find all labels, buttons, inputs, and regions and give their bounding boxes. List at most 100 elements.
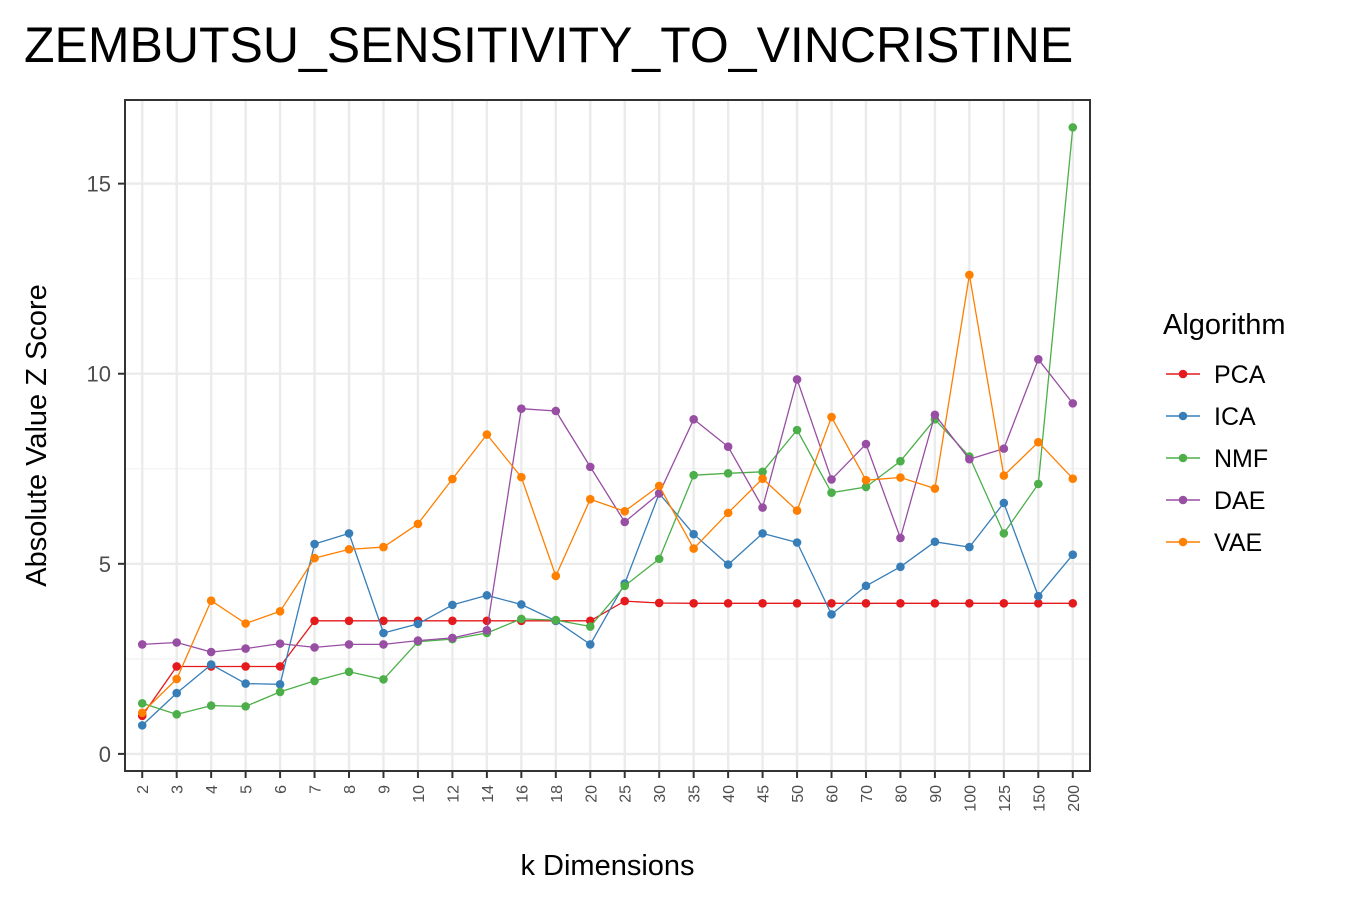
data-point-vae — [758, 474, 767, 483]
data-point-vae — [1034, 438, 1043, 447]
data-point-nmf — [655, 555, 664, 564]
x-tick-label: 80 — [893, 785, 910, 803]
data-point-vae — [862, 476, 871, 485]
data-point-nmf — [552, 616, 561, 625]
data-point-ica — [138, 721, 147, 730]
x-tick-label: 40 — [721, 785, 738, 803]
data-point-pca — [896, 599, 905, 608]
y-tick-label: 10 — [87, 362, 111, 387]
y-tick-label: 15 — [87, 172, 111, 197]
data-point-vae — [207, 596, 216, 605]
x-tick-label: 7 — [308, 785, 325, 794]
data-point-nmf — [241, 702, 250, 711]
legend-label-vae: VAE — [1214, 529, 1262, 557]
data-point-nmf — [207, 701, 216, 710]
x-axis: 2 3 4 5 6 7 8 9 10 12 14 16 18 20 25 30 35 40 45 50 60 70 80 90… — [135, 771, 1083, 812]
data-point-nmf — [689, 471, 698, 480]
data-point-vae — [724, 509, 733, 518]
data-point-vae — [414, 520, 423, 529]
x-tick-label: 8 — [342, 785, 359, 794]
data-point-dae — [862, 440, 871, 449]
grid-major — [125, 100, 1090, 771]
data-point-dae — [207, 648, 216, 657]
legend-label-pca: PCA — [1214, 361, 1266, 389]
data-point-vae — [1000, 471, 1009, 480]
data-point-dae — [620, 518, 629, 527]
data-point-vae — [552, 572, 561, 581]
legend: Algorithm PCAICANMFDAEVAE — [1163, 309, 1286, 557]
data-point-ica — [1000, 499, 1009, 508]
data-point-pca — [448, 617, 457, 626]
data-point-ica — [517, 600, 526, 609]
data-point-ica — [689, 530, 698, 539]
data-point-ica — [931, 537, 940, 546]
data-point-dae — [379, 640, 388, 649]
data-point-pca — [1000, 599, 1009, 608]
data-point-nmf — [620, 582, 629, 591]
data-point-pca — [758, 599, 767, 608]
data-point-ica — [1034, 592, 1043, 601]
data-point-vae — [793, 506, 802, 515]
data-point-ica — [379, 629, 388, 638]
data-point-ica — [965, 543, 974, 552]
x-tick-label: 60 — [825, 785, 842, 803]
data-point-nmf — [793, 426, 802, 435]
data-point-pca — [241, 662, 250, 671]
data-point-nmf — [1068, 123, 1077, 132]
chart-title: ZEMBUTSU_SENSITIVITY_TO_VINCRISTINE — [24, 17, 1073, 73]
data-point-dae — [414, 636, 423, 645]
data-point-ica — [862, 582, 871, 591]
data-point-nmf — [172, 710, 181, 719]
series-layer — [138, 123, 1077, 730]
x-tick-label: 16 — [514, 785, 531, 803]
legend-key-point-ica — [1179, 412, 1188, 421]
data-point-dae — [552, 407, 561, 416]
data-point-vae — [965, 271, 974, 280]
data-point-vae — [448, 475, 457, 484]
x-tick-label: 35 — [687, 785, 704, 803]
x-tick-label: 12 — [445, 785, 462, 803]
data-point-dae — [241, 644, 250, 653]
data-point-ica — [724, 560, 733, 569]
data-point-ica — [758, 529, 767, 538]
x-tick-label: 45 — [756, 785, 773, 803]
data-point-vae — [138, 709, 147, 718]
data-point-nmf — [276, 688, 285, 697]
data-point-vae — [896, 473, 905, 482]
x-tick-label: 200 — [1066, 785, 1083, 812]
data-point-pca — [310, 617, 319, 626]
x-tick-label: 125 — [997, 785, 1014, 812]
data-point-nmf — [724, 469, 733, 478]
data-point-nmf — [345, 667, 354, 676]
legend-key-point-vae — [1179, 538, 1188, 547]
grid-minor — [125, 279, 1090, 659]
data-point-ica — [241, 679, 250, 688]
data-point-ica — [483, 591, 492, 600]
x-axis-label: k Dimensions — [520, 850, 694, 882]
x-tick-label: 150 — [1031, 785, 1048, 812]
legend-label-nmf: NMF — [1214, 445, 1268, 473]
data-point-ica — [448, 601, 457, 610]
data-point-ica — [207, 660, 216, 669]
data-point-ica — [586, 640, 595, 649]
data-point-vae — [620, 507, 629, 516]
data-point-dae — [724, 442, 733, 451]
data-point-ica — [276, 680, 285, 689]
data-point-dae — [689, 415, 698, 424]
data-point-ica — [793, 538, 802, 547]
data-point-vae — [586, 495, 595, 504]
x-tick-label: 2 — [135, 785, 152, 794]
data-point-pca — [793, 599, 802, 608]
plot-panel-border — [125, 100, 1090, 771]
data-point-vae — [345, 545, 354, 554]
x-tick-label: 5 — [239, 785, 256, 794]
data-point-dae — [586, 463, 595, 472]
data-point-vae — [276, 607, 285, 616]
legend-key-point-dae — [1179, 496, 1188, 505]
data-point-dae — [138, 640, 147, 649]
data-point-pca — [172, 662, 181, 671]
data-point-dae — [793, 375, 802, 384]
y-tick-label: 5 — [99, 552, 111, 577]
data-point-pca — [931, 599, 940, 608]
